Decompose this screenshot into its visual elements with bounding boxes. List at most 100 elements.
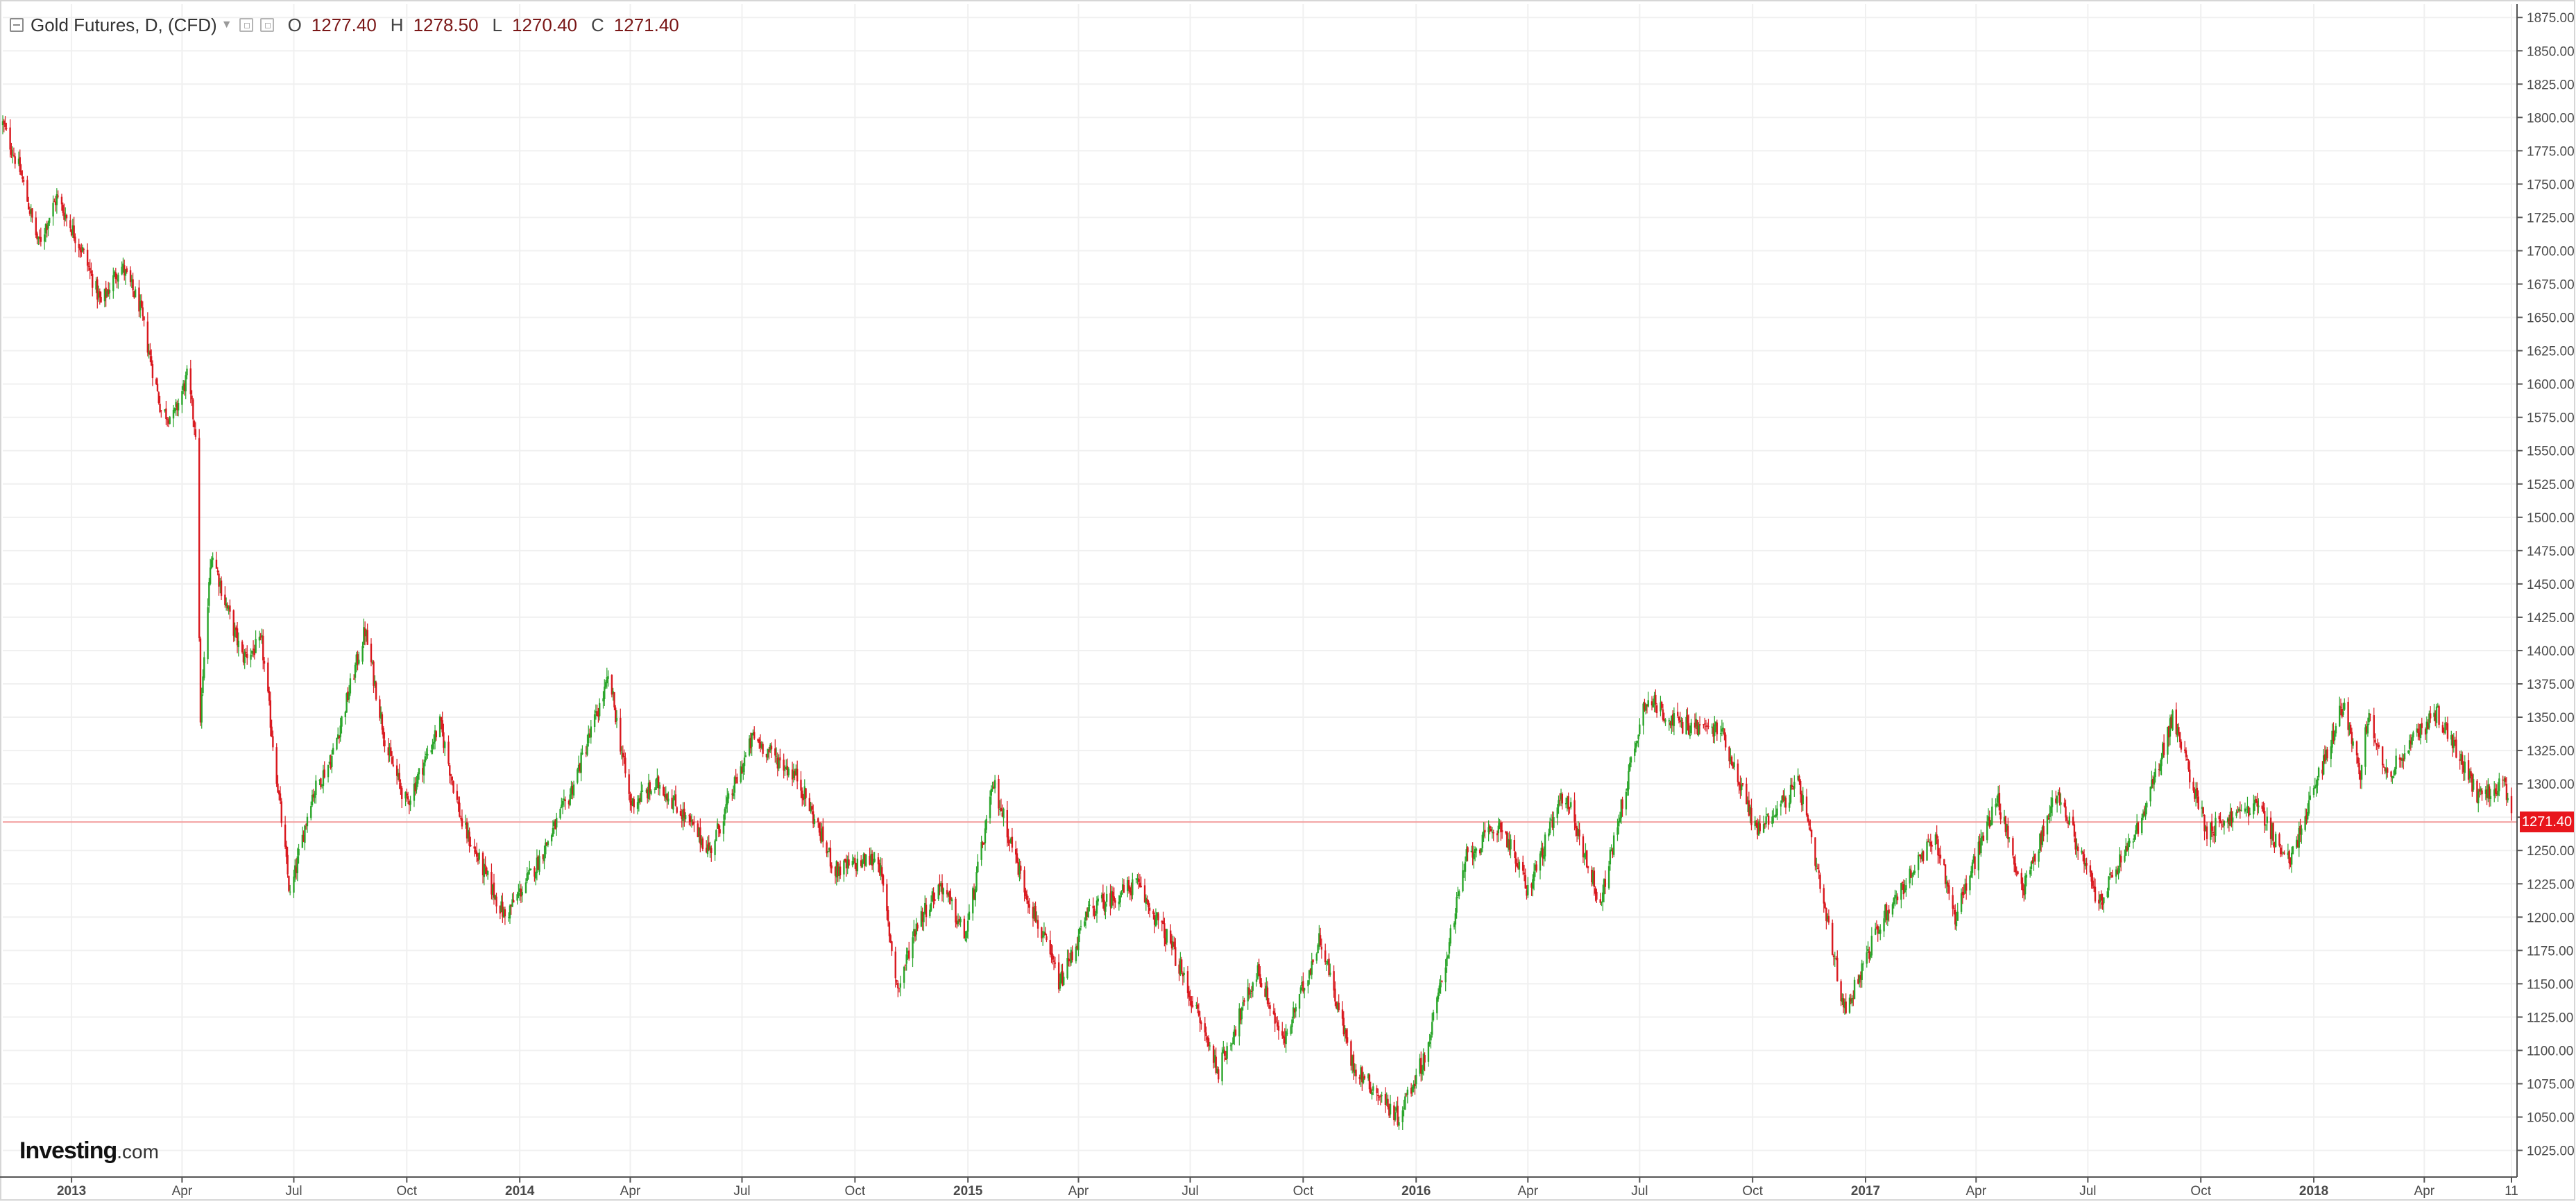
candle-body	[2202, 807, 2204, 814]
candle-body	[1739, 783, 1741, 791]
candle-body	[1410, 1088, 1413, 1094]
candle-body	[708, 842, 710, 850]
candle-body	[1209, 1045, 1211, 1047]
candle-body	[241, 641, 244, 653]
candle-body	[1084, 911, 1087, 921]
candle-body	[1052, 960, 1055, 962]
candle-body	[2212, 832, 2215, 834]
candle-body	[508, 917, 510, 918]
candle-body	[2480, 789, 2482, 792]
candle-body	[2093, 886, 2095, 888]
candle-body	[1489, 825, 1491, 829]
candle-body	[2330, 746, 2332, 759]
candle-body	[327, 764, 330, 778]
candle-body	[295, 867, 298, 873]
candle-body	[1183, 972, 1185, 975]
candle-body	[103, 289, 106, 302]
candle-body	[1206, 1037, 1209, 1040]
candle-body	[336, 737, 338, 750]
settings-icon[interactable]	[239, 18, 253, 32]
candle-body	[819, 831, 821, 841]
hide-icon[interactable]	[259, 18, 274, 32]
candle-body	[1526, 890, 1528, 896]
candle-body	[1255, 979, 1258, 982]
candle-body	[159, 404, 161, 413]
candle-body	[915, 923, 918, 935]
candle-body	[1931, 844, 1933, 847]
candle-body	[164, 409, 166, 412]
candle-body	[30, 209, 32, 214]
candle-body	[124, 269, 127, 276]
candle-body	[1938, 855, 1940, 856]
candle-body	[2395, 755, 2397, 769]
candle-body	[2178, 727, 2180, 734]
candle-body	[2403, 753, 2406, 759]
candle-body	[1127, 880, 1129, 891]
candle-body	[2326, 749, 2328, 759]
candle-body	[1044, 932, 1046, 936]
candle-body	[1869, 954, 1872, 958]
candle-body	[138, 287, 140, 312]
candle-body	[279, 793, 282, 801]
candle-body	[65, 214, 67, 218]
candle-body	[631, 800, 633, 806]
y-tick-label: 1475.00	[2527, 544, 2575, 559]
candle-body	[989, 796, 991, 818]
candle-body	[2126, 846, 2129, 851]
candle-body	[1161, 921, 1163, 922]
candle-body	[2170, 716, 2172, 729]
candle-body	[225, 603, 228, 606]
candle-body	[921, 911, 923, 922]
candle-body	[63, 212, 65, 220]
candle-body	[1921, 852, 1923, 859]
candle-body	[465, 823, 467, 825]
candle-body	[1120, 893, 1123, 895]
candle-body	[2308, 800, 2310, 814]
candle-body	[974, 888, 976, 900]
y-tick-label: 1800.00	[2527, 111, 2575, 126]
candle-body	[1033, 907, 1035, 919]
candle-body	[181, 391, 183, 405]
candle-body	[689, 816, 692, 823]
candle-body	[1706, 726, 1708, 727]
candle-body	[559, 809, 561, 818]
candle-body	[278, 791, 280, 795]
candle-body	[414, 783, 416, 791]
collapse-icon[interactable]	[10, 18, 24, 32]
candle-body	[2325, 750, 2327, 760]
candle-body	[1974, 856, 1976, 870]
candle-body	[1381, 1095, 1383, 1097]
candle-body	[87, 266, 90, 268]
candle-body	[502, 902, 504, 917]
candle-body	[404, 791, 407, 799]
candle-body	[363, 627, 365, 645]
candle-body	[2137, 822, 2140, 834]
candle-body	[1384, 1094, 1387, 1105]
candle-body	[966, 931, 968, 938]
candle-body	[604, 682, 607, 687]
y-tick-label: 1225.00	[2527, 877, 2575, 892]
candle-body	[2246, 805, 2249, 808]
symbol-title[interactable]: Gold Futures, D, (CFD)	[31, 14, 217, 35]
candle-body	[794, 771, 796, 776]
candle-body	[2178, 732, 2181, 742]
candle-body	[47, 223, 49, 229]
candle-body	[534, 868, 536, 877]
candle-body	[1003, 808, 1005, 818]
candle-body	[338, 736, 341, 739]
candle-body	[224, 594, 226, 606]
candle-body	[2280, 853, 2283, 855]
candle-body	[1961, 891, 1964, 895]
candle-body	[1587, 866, 1589, 868]
chevron-down-icon[interactable]: ▼	[221, 19, 232, 31]
candle-body	[1535, 864, 1537, 871]
candle-body	[499, 905, 502, 913]
candle-body	[1240, 1007, 1243, 1020]
candle-body	[1225, 1057, 1227, 1060]
candle-body	[1252, 982, 1254, 991]
candle-body	[2355, 741, 2358, 756]
candle-body	[2175, 709, 2178, 735]
candle-body	[2029, 870, 2031, 875]
